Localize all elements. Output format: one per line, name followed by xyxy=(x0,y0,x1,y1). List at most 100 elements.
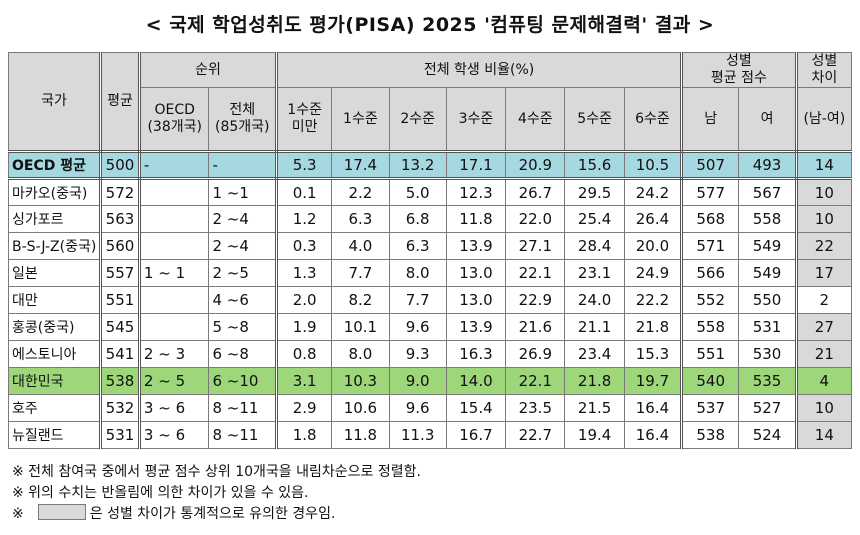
level-4-cell: 22.0 xyxy=(505,205,566,233)
level-5-cell: 21.5 xyxy=(564,394,625,422)
male-score-cell: 507 xyxy=(681,151,740,180)
average-cell: 538 xyxy=(100,367,141,395)
country-cell: 에스토니아 xyxy=(7,340,103,368)
country-cell: B-S-J-Z(중국) xyxy=(7,232,103,260)
gender-gap-cell: 10 xyxy=(795,205,853,233)
female-score-cell: 567 xyxy=(738,178,798,206)
level-4-cell: 21.6 xyxy=(505,313,566,341)
table-row: 싱가포르 563 2 ~4 1.2 6.3 6.8 11.8 22.0 25.4 26.4 568 5… xyxy=(7,205,853,233)
rank-oecd-cell: 3 ~ 6 xyxy=(138,421,210,449)
level-2-cell: 9.6 xyxy=(388,394,447,422)
female-score-cell: 493 xyxy=(738,151,798,180)
country-cell: 싱가포르 xyxy=(7,205,103,233)
rank-all-cell: 6 ~10 xyxy=(208,367,279,395)
male-score-cell: 577 xyxy=(681,178,740,206)
header-rank: 순위 xyxy=(138,52,279,88)
female-score-cell: 535 xyxy=(738,367,798,395)
level-0-cell: 5.3 xyxy=(276,151,333,180)
male-score-cell: 552 xyxy=(681,286,740,314)
male-score-cell: 540 xyxy=(681,367,740,395)
level-3-cell: 12.3 xyxy=(445,178,507,206)
level-6-cell: 19.7 xyxy=(623,367,684,395)
rank-oecd-cell xyxy=(138,232,210,260)
level-0-cell: 3.1 xyxy=(276,367,333,395)
level-3-cell: 13.9 xyxy=(445,313,507,341)
level-0-cell: 1.3 xyxy=(276,259,333,287)
level-4-cell: 26.7 xyxy=(505,178,566,206)
header-male: 남 xyxy=(681,87,740,153)
male-score-cell: 558 xyxy=(681,313,740,341)
page-title: < 국제 학업성취도 평가(PISA) 2025 '컴퓨팅 문제해결력' 결과 … xyxy=(145,14,715,36)
footnote-3-text: 은 성별 차이가 통계적으로 유의한 경우임. xyxy=(89,506,336,522)
rank-all-cell: 2 ~5 xyxy=(208,259,279,287)
header-level-6: 6수준 xyxy=(623,87,684,153)
average-cell: 551 xyxy=(100,286,141,314)
country-cell: 대한민국 xyxy=(7,367,103,395)
level-6-cell: 10.5 xyxy=(623,151,684,180)
gender-gap-cell: 17 xyxy=(795,259,853,287)
level-0-cell: 0.1 xyxy=(276,178,333,206)
rank-all-cell: - xyxy=(208,151,279,180)
footnote-3: ※ 은 성별 차이가 통계적으로 유의한 경우임. xyxy=(12,504,421,525)
rank-oecd-cell xyxy=(138,286,210,314)
average-cell: 532 xyxy=(100,394,141,422)
rank-oecd-cell: 1 ~ 1 xyxy=(138,259,210,287)
female-score-cell: 527 xyxy=(738,394,798,422)
average-cell: 545 xyxy=(100,313,141,341)
rank-all-cell: 2 ~4 xyxy=(208,232,279,260)
level-3-cell: 11.8 xyxy=(445,205,507,233)
level-2-cell: 9.6 xyxy=(388,313,447,341)
rank-all-cell: 8 ~11 xyxy=(208,394,279,422)
header-distribution: 전체 학생 비율(%) xyxy=(276,52,684,88)
average-cell: 500 xyxy=(100,151,141,180)
level-2-cell: 8.0 xyxy=(388,259,447,287)
level-0-cell: 1.9 xyxy=(276,313,333,341)
female-score-cell: 549 xyxy=(738,232,798,260)
male-score-cell: 568 xyxy=(681,205,740,233)
rank-oecd-cell xyxy=(138,313,210,341)
level-5-cell: 29.5 xyxy=(564,178,625,206)
level-1-cell: 17.4 xyxy=(331,151,390,180)
level-0-cell: 0.8 xyxy=(276,340,333,368)
table-row: 마카오(중국) 572 1 ~1 0.1 2.2 5.0 12.3 26.7 29.5 24.2 5… xyxy=(7,178,853,206)
female-score-cell: 549 xyxy=(738,259,798,287)
level-4-cell: 27.1 xyxy=(505,232,566,260)
rank-oecd-cell: 3 ~ 6 xyxy=(138,394,210,422)
level-2-cell: 11.3 xyxy=(388,421,447,449)
level-5-cell: 21.8 xyxy=(564,367,625,395)
level-4-cell: 22.1 xyxy=(505,367,566,395)
level-2-cell: 6.3 xyxy=(388,232,447,260)
female-score-cell: 531 xyxy=(738,313,798,341)
footnote-1: ※ 전체 참여국 중에서 평균 점수 상위 10개국을 내림차순으로 정렬함. xyxy=(12,464,421,480)
header-level-3: 3수준 xyxy=(445,87,507,153)
level-2-cell: 6.8 xyxy=(388,205,447,233)
level-6-cell: 16.4 xyxy=(623,394,684,422)
level-0-cell: 1.2 xyxy=(276,205,333,233)
rank-all-cell: 1 ~1 xyxy=(208,178,279,206)
header-rank-all: 전체 (85개국) xyxy=(208,87,279,153)
level-1-cell: 10.1 xyxy=(331,313,390,341)
level-1-cell: 7.7 xyxy=(331,259,390,287)
level-6-cell: 16.4 xyxy=(623,421,684,449)
female-score-cell: 558 xyxy=(738,205,798,233)
level-0-cell: 2.9 xyxy=(276,394,333,422)
level-5-cell: 21.1 xyxy=(564,313,625,341)
level-3-cell: 15.4 xyxy=(445,394,507,422)
gender-gap-cell: 27 xyxy=(795,313,853,341)
header-level-1: 1수준 xyxy=(331,87,390,153)
level-3-cell: 13.0 xyxy=(445,259,507,287)
country-cell: 마카오(중국) xyxy=(7,178,103,206)
table-row: 대만 551 4 ~6 2.0 8.2 7.7 13.0 22.9 24.0 22.2 552 550… xyxy=(7,286,853,314)
pisa-results-table: 국가 평균 순위 전체 학생 비율(%) 성별 평균 점수 성별 차이 OECD… xyxy=(7,52,853,449)
level-3-cell: 16.3 xyxy=(445,340,507,368)
level-5-cell: 23.4 xyxy=(564,340,625,368)
level-2-cell: 9.0 xyxy=(388,367,447,395)
level-2-cell: 13.2 xyxy=(388,151,447,180)
average-cell: 560 xyxy=(100,232,141,260)
average-cell: 572 xyxy=(100,178,141,206)
female-score-cell: 530 xyxy=(738,340,798,368)
